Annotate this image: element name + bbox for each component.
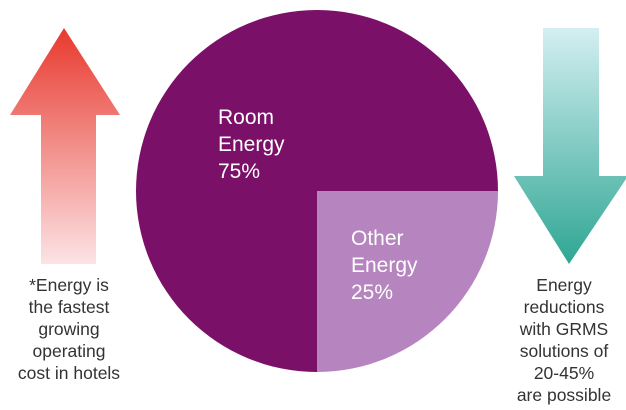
up-arrow-icon [10, 28, 120, 264]
other-energy-label: Other Energy 25% [351, 227, 418, 304]
energy-reduction-caption: Energy reductions with GRMS solutions of… [516, 275, 612, 405]
up-arrow-shape [10, 28, 120, 264]
other-energy-slice [317, 191, 498, 372]
energy-cost-caption: *Energy is the fastest growing operating… [17, 275, 121, 383]
down-arrow-icon [514, 28, 626, 264]
room-energy-label: Room Energy 75% [218, 106, 285, 183]
down-arrow-shape [514, 28, 626, 264]
